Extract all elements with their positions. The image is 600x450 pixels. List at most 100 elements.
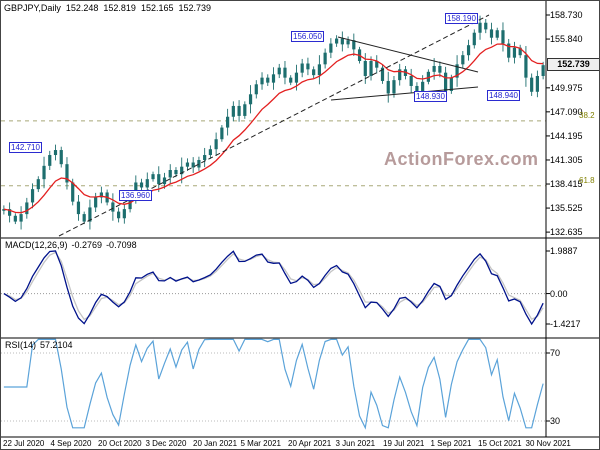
candle-body (151, 174, 155, 180)
high-value: 152.819 (103, 3, 136, 13)
candle-body (2, 209, 6, 211)
candle-body (489, 29, 494, 38)
candle-body (53, 150, 58, 156)
macd-signal-line (3, 251, 544, 321)
candle-body (530, 77, 534, 92)
candle-body (495, 30, 499, 38)
rsi-line (3, 338, 544, 430)
candle-body (329, 43, 333, 53)
date-axis-label: 30 Nov 2021 (525, 439, 571, 448)
candle-body (203, 155, 207, 161)
macd-signal-value: -0.7098 (106, 240, 137, 250)
candle-body (426, 71, 430, 82)
rsi-label: RSI(14) (5, 340, 37, 350)
candle-body (88, 207, 92, 222)
candle-body (346, 40, 350, 45)
candle-body (139, 182, 144, 188)
price-level-badge: 158.190 (445, 13, 478, 25)
open-value: 152.248 (65, 3, 99, 13)
candle-body (82, 214, 86, 222)
candle-body (535, 75, 539, 92)
candle-body (507, 43, 511, 58)
date-axis-label: 5 Mar 2021 (240, 439, 281, 448)
price-axis-label: 138.415 (550, 179, 583, 190)
candle-body (271, 74, 276, 83)
candle-body (541, 65, 545, 76)
candle-body (220, 127, 224, 140)
candle-body (266, 77, 270, 83)
candle-body (317, 64, 321, 76)
price-axis-label: 135.525 (550, 203, 583, 214)
macd-main-value: -0.2769 (71, 240, 103, 250)
candle-body (248, 94, 253, 105)
rsi-axis-label: 30 (550, 416, 561, 426)
candle-body (283, 67, 287, 78)
date-axis-label: 20 Apr 2021 (288, 439, 332, 448)
current-price-badge: 152.739 (547, 58, 599, 71)
candle-body (231, 105, 235, 117)
candle-body (197, 160, 201, 168)
candle-body (409, 75, 413, 86)
price-axis-label: 132.635 (550, 227, 583, 238)
price-level-badge: 142.710 (9, 142, 42, 154)
candle-body (99, 192, 103, 198)
candle-body (145, 179, 149, 188)
date-axis-label: 1 Sep 2021 (430, 439, 472, 448)
candle-body (335, 38, 339, 44)
candle-body (76, 201, 81, 215)
macd-axis-label: -1.4217 (550, 319, 581, 329)
candle-body (94, 197, 98, 208)
rsi-axis-label: 70 (550, 348, 561, 358)
price-axis-label: 149.975 (550, 82, 583, 93)
candle-body (398, 69, 402, 81)
rsi-value: 57.2104 (40, 340, 73, 350)
candle-body (352, 40, 356, 50)
candle-body (501, 30, 505, 44)
candle-body (363, 61, 367, 76)
candle-body (122, 209, 126, 219)
candle-body (375, 61, 379, 68)
candle-body (134, 182, 138, 197)
candle-body (117, 211, 121, 219)
fib-level-label: 61.8 (579, 175, 595, 185)
candle-body (191, 162, 195, 168)
trendline (330, 86, 479, 101)
candle-body (472, 32, 476, 46)
candle-body (214, 139, 218, 150)
candle-body (226, 116, 230, 128)
price-axis-label: 158.730 (550, 10, 583, 20)
price-axis-label: 144.195 (550, 130, 583, 141)
date-axis-label: 20 Jan 2021 (193, 439, 238, 448)
candle-body (432, 66, 436, 72)
candle-body (461, 55, 465, 65)
candle-body (421, 81, 425, 96)
candle-body (524, 55, 528, 78)
candle-body (455, 64, 459, 78)
price-level-badge: 136.960 (119, 190, 152, 202)
candle-body (380, 67, 385, 81)
candle-body (243, 104, 247, 116)
candle-body (237, 105, 241, 116)
candle-body (71, 182, 75, 202)
candle-body (484, 22, 488, 30)
date-axis-label: 20 Oct 2020 (98, 439, 142, 448)
date-axis-label: 19 Jul 2021 (383, 439, 425, 448)
candle-body (254, 84, 258, 95)
trendline (58, 14, 490, 237)
candle-body (438, 66, 442, 73)
price-axis-label: 147.090 (550, 106, 583, 117)
candle-body (306, 63, 310, 70)
candle-body (42, 165, 46, 180)
candle-body (323, 52, 327, 65)
candle-body (65, 164, 69, 183)
candle-body (180, 166, 184, 175)
candle-body (369, 61, 373, 76)
macd-axis-label: 0.00 (550, 288, 568, 299)
candle-body (512, 47, 517, 58)
trendline (337, 36, 479, 73)
candle-body (174, 170, 178, 175)
low-value: 152.165 (140, 3, 174, 13)
moving-average-line (3, 43, 544, 214)
